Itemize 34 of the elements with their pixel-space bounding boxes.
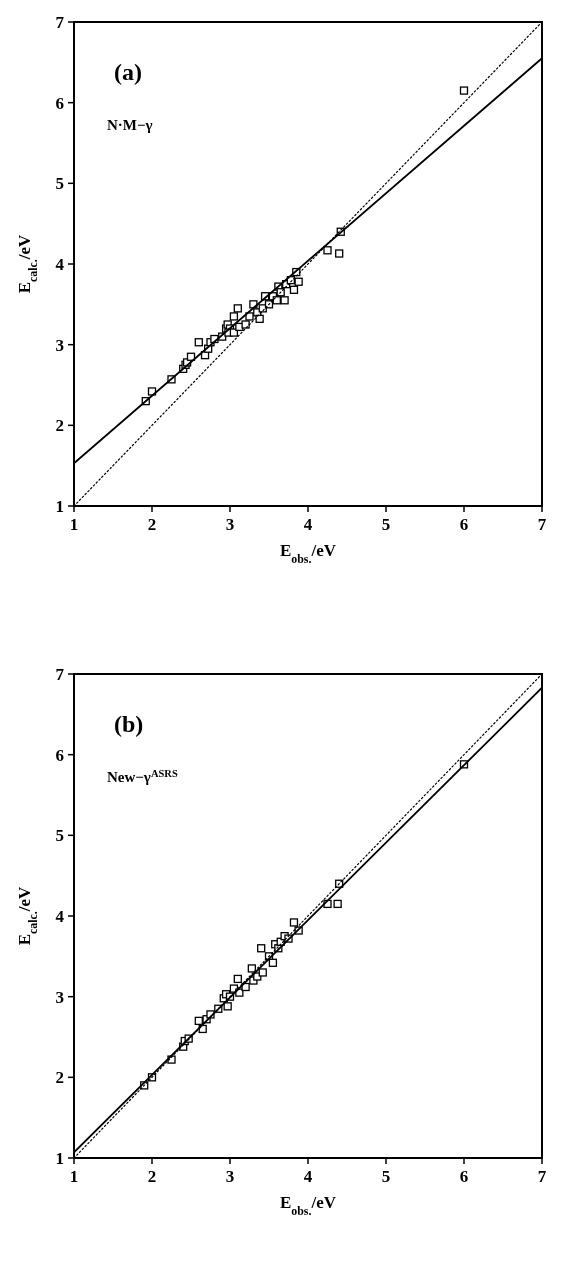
y-tick-label: 4 [55, 255, 65, 274]
annotation: (b) [114, 711, 144, 737]
y-tick-label: 5 [55, 826, 64, 846]
y-tick-label: 3 [55, 335, 64, 355]
annotation: N·M−γ [107, 117, 153, 133]
x-tick-label: 4 [303, 515, 313, 534]
x-tick-label: 1 [69, 515, 79, 534]
x-axis-title: E$_{obs.}$/eV [279, 1193, 337, 1218]
x-tick-label: 5 [381, 515, 391, 534]
x-tick-label: 6 [459, 515, 469, 534]
y-tick-label: 6 [55, 93, 64, 113]
x-tick-label: 4 [303, 1167, 313, 1186]
x-tick-label: 7 [537, 1167, 547, 1186]
x-tick-label: 6 [459, 1167, 469, 1186]
x-tick-label: 2 [147, 1167, 157, 1186]
y-tick-label: 7 [55, 13, 65, 32]
annotation: New−γ$^{ASRS}$ [107, 767, 178, 785]
y-tick-label: 1 [55, 1149, 64, 1168]
y-tick-label: 3 [55, 987, 64, 1007]
y-tick-label: 4 [55, 907, 65, 926]
x-tick-label: 2 [147, 515, 157, 534]
y-tick-label: 5 [55, 174, 64, 194]
x-tick-label: 3 [225, 515, 235, 534]
x-axis-title: E$_{obs.}$/eV [279, 541, 337, 566]
y-tick-label: 2 [55, 416, 64, 436]
y-tick-label: 1 [55, 497, 64, 516]
y-tick-label: 6 [55, 745, 64, 765]
y-tick-label: 2 [55, 1068, 64, 1088]
annotation: (a) [114, 59, 142, 85]
x-tick-label: 5 [381, 1167, 391, 1186]
x-tick-label: 1 [69, 1167, 79, 1186]
y-tick-label: 7 [55, 665, 65, 684]
x-tick-label: 7 [537, 515, 547, 534]
x-tick-label: 3 [225, 1167, 235, 1186]
